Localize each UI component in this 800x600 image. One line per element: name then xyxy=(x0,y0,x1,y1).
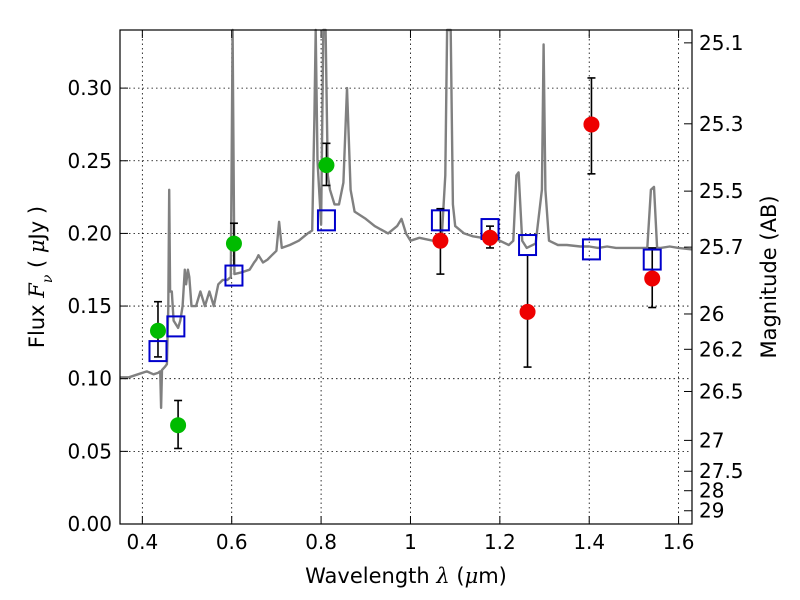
y-tick-label: 0.25 xyxy=(67,149,112,173)
x-tick-label: 0.4 xyxy=(126,530,158,554)
observed-flux-point xyxy=(432,232,449,249)
magnitude-tick-label: 27.5 xyxy=(699,459,744,483)
observed-flux-point xyxy=(225,235,242,252)
spectrum-layer xyxy=(120,28,693,409)
model-band-flux-square xyxy=(581,238,601,261)
marker-layer xyxy=(148,116,662,434)
magnitude-tick-label: 29 xyxy=(699,499,724,523)
x-tick-label: 0.8 xyxy=(305,530,337,554)
model-band-flux-square xyxy=(430,209,450,232)
magnitude-tick-label: 26.2 xyxy=(699,337,744,361)
y-tick-label: 0.20 xyxy=(67,221,112,245)
observed-flux-point xyxy=(583,116,600,133)
y-tick-label: 0.15 xyxy=(67,294,112,318)
y-tick-label: 0.30 xyxy=(67,76,112,100)
observed-flux-point xyxy=(644,270,661,287)
y-tick-label: 0.10 xyxy=(67,367,112,391)
model-band-flux-square xyxy=(518,234,538,257)
y-tick-label: 0.05 xyxy=(67,439,112,463)
model-band-flux-square xyxy=(166,315,186,338)
magnitude-tick-label: 28 xyxy=(699,479,724,503)
tick-labels: 0.4 0.6 0.8 1 1.2 1.4 1.6 0.00 0.05 0.10 0.15 0.20 0… xyxy=(67,31,743,554)
observed-flux-point xyxy=(149,322,166,339)
axis-ticks xyxy=(120,30,692,525)
y-axis-label: Flux Fν ( μJy ) xyxy=(25,206,56,348)
observed-flux-point xyxy=(318,157,335,174)
magnitude-tick-label: 27 xyxy=(699,428,724,452)
x-tick-label: 1 xyxy=(404,530,417,554)
plot-background xyxy=(120,30,692,524)
x-tick-label: 0.6 xyxy=(216,530,248,554)
model-spectrum-line xyxy=(120,28,693,409)
plot-frame xyxy=(119,29,693,525)
magnitude-tick-label: 26.5 xyxy=(699,379,744,403)
observed-flux-point xyxy=(519,303,536,320)
magnitude-tick-label: 26 xyxy=(699,302,724,326)
x-tick-label: 1.6 xyxy=(663,530,695,554)
magnitude-tick-label: 25.3 xyxy=(699,112,744,136)
observed-flux-point xyxy=(482,229,499,246)
magnitude-tick-label: 25.1 xyxy=(699,31,744,55)
model-band-flux-square xyxy=(642,248,662,271)
y-tick-label: 0.00 xyxy=(67,512,112,536)
observed-flux-point xyxy=(170,417,187,434)
secondary-y-axis-label: Magnitude (AB) xyxy=(757,195,781,358)
magnitude-tick-label: 25.5 xyxy=(699,179,744,203)
x-tick-label: 1.2 xyxy=(484,530,516,554)
x-tick-label: 1.4 xyxy=(573,530,605,554)
model-band-flux-square xyxy=(224,264,244,287)
x-axis-label: Wavelength λ (μm) xyxy=(305,564,507,588)
model-band-flux-square xyxy=(316,209,336,232)
magnitude-tick-label: 25.7 xyxy=(699,235,744,259)
model-band-flux-square xyxy=(148,340,168,363)
